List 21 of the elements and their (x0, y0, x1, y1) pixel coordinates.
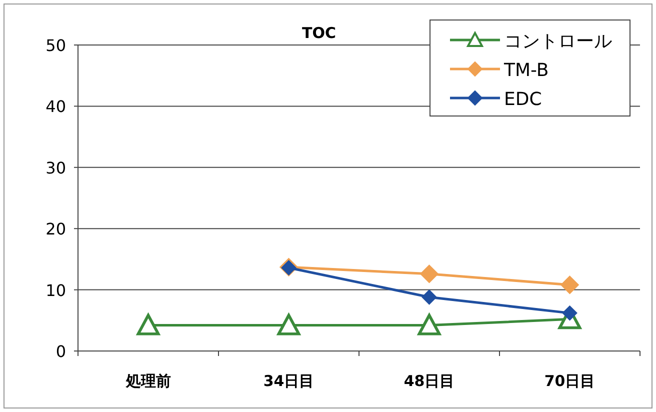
x-tick-label: 処理前 (124, 372, 171, 390)
y-tick-label: 30 (46, 158, 66, 178)
point (562, 306, 578, 321)
y-tick-label: 50 (46, 36, 66, 55)
legend-label: EDC (504, 89, 542, 110)
chart-title: TOC (302, 24, 336, 42)
x-tick-label: 70日目 (544, 372, 596, 390)
point (560, 276, 579, 294)
y-tick-label: 20 (46, 220, 66, 239)
point (136, 314, 160, 336)
point (420, 264, 438, 283)
legend-label: TM-B (503, 60, 549, 81)
x-tick-label: 48日目 (404, 372, 455, 390)
point (422, 290, 437, 305)
x-tick-label: 34日目 (263, 372, 314, 390)
point (418, 314, 441, 336)
y-tick-label: 10 (46, 280, 66, 300)
y-tick-label: 40 (46, 97, 66, 116)
legend-label: コントロール (504, 31, 612, 52)
point (277, 314, 300, 336)
y-tick-label: 0 (56, 342, 66, 361)
